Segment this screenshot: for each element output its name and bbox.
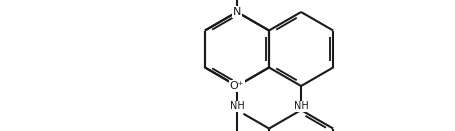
- Text: NH: NH: [293, 101, 308, 111]
- Text: O⁺: O⁺: [229, 81, 244, 91]
- Text: NH: NH: [229, 101, 244, 111]
- Text: N: N: [233, 7, 241, 17]
